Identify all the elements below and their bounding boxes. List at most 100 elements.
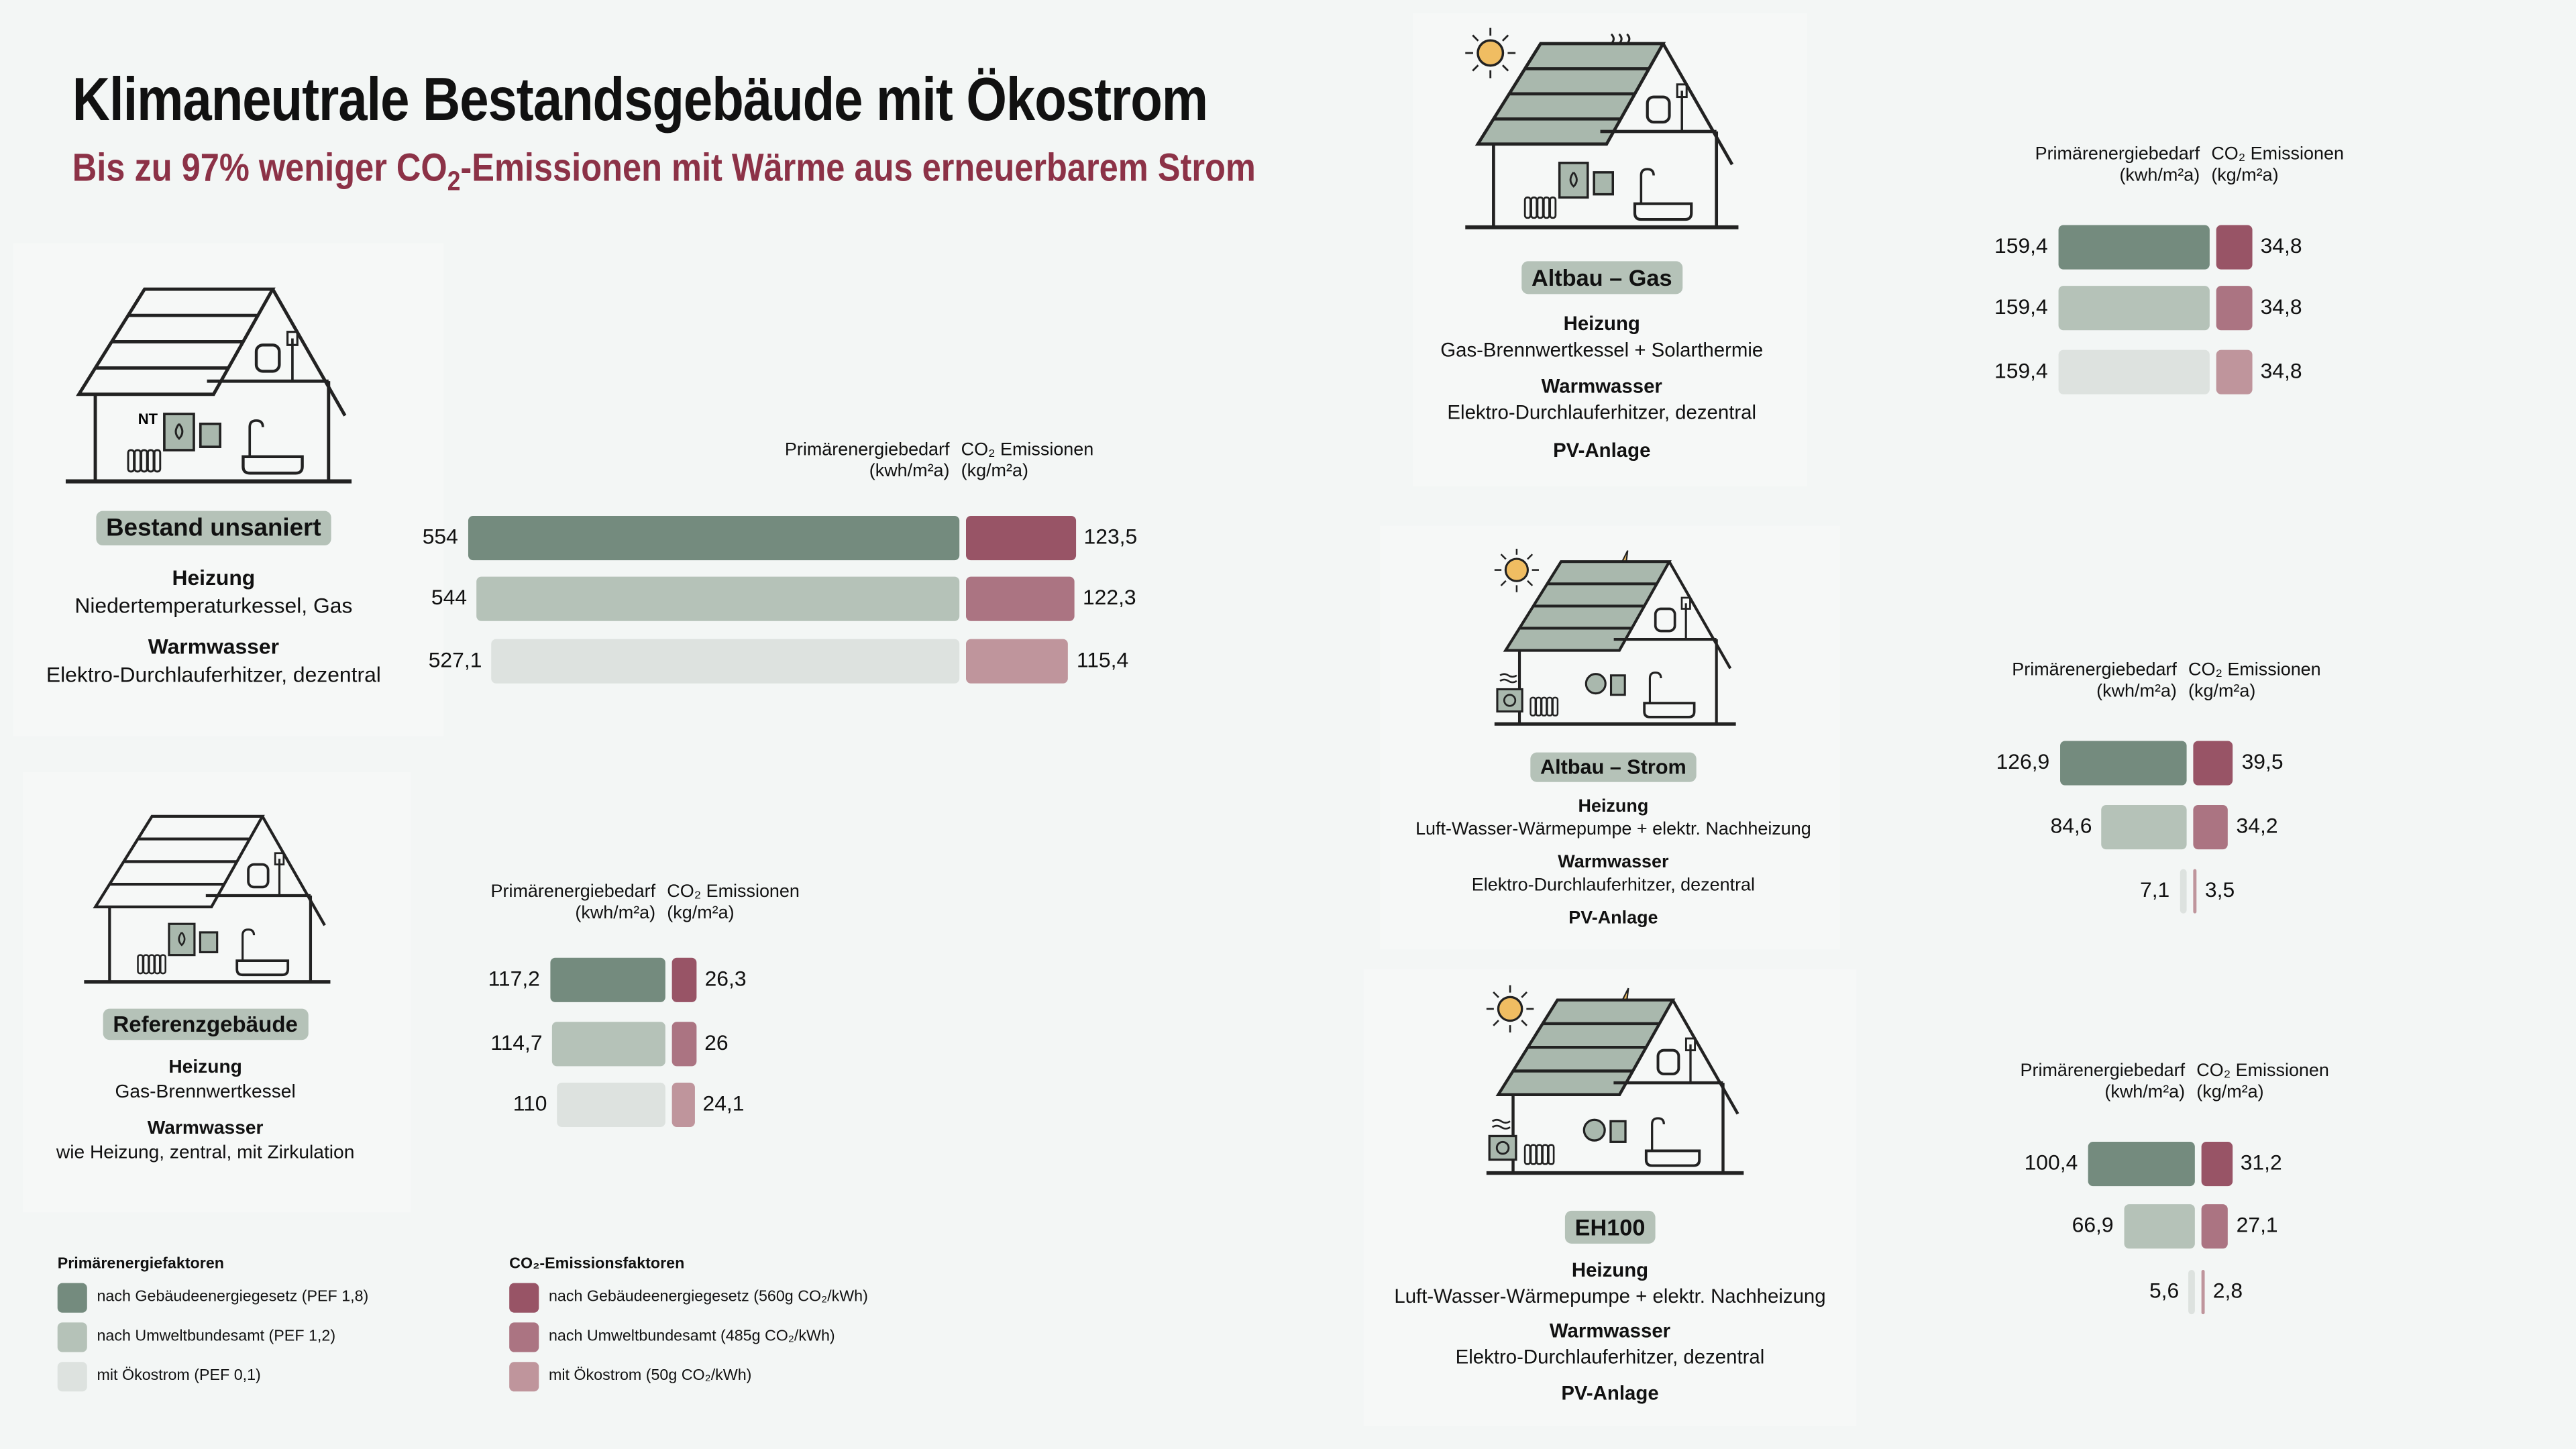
energy-value-label: 159,4 (1994, 233, 2048, 258)
armchair-icon (254, 331, 299, 382)
energy-column-header: Primärenergiebedarf (kwh/m²a) (451, 882, 656, 925)
energy-header-unit: (kwh/m²a) (2104, 1082, 2186, 1103)
building-label-badge: Referenzgebäude (103, 1008, 308, 1040)
co2-column-header: CO₂ Emissionen (kg/m²a) (2196, 1061, 2329, 1104)
co2-value-label: 115,4 (1076, 647, 1129, 672)
energy-bar (2059, 740, 2187, 785)
heating-title: Heizung (1578, 796, 1649, 817)
legend-item-label: mit Ökostrom (50g CO₂/kWh) (548, 1366, 752, 1385)
pv-label: PV-Anlage (1561, 1381, 1659, 1405)
heating-value: Luft-Wasser-Wärmepumpe + elektr. Nachhei… (1415, 820, 1811, 840)
energy-header-line1: Primärenergiebedarf (2012, 660, 2177, 680)
co2-bar (966, 638, 1069, 683)
pv-label: PV-Anlage (1553, 438, 1651, 462)
sun-icon (1465, 28, 1516, 78)
bathtub-shower-icon (1644, 1117, 1701, 1167)
boiler-icon (1558, 162, 1615, 199)
co2-value-label: 34,2 (2236, 813, 2278, 838)
energy-header-line1: Primärenergiebedarf (490, 882, 656, 902)
electric-meter-icon (1582, 1118, 1627, 1143)
energy-header-unit: (kwh/m²a) (2096, 682, 2177, 702)
energy-bar (2179, 868, 2187, 913)
warmwater-value: Elektro-Durchlauferhitzer, dezentral (1447, 400, 1757, 424)
co2-header-unit: (kg/m²a) (2188, 682, 2256, 702)
heating-value: Gas-Brennwertkessel (115, 1082, 296, 1103)
subtitle-subscript: 2 (447, 165, 461, 197)
radiator-icon (1523, 196, 1557, 219)
energy-legend-title: Primärenergiefaktoren (57, 1255, 224, 1273)
radiator-icon (1529, 696, 1559, 717)
energy-header-line1: Primärenergiebedarf (2020, 1061, 2186, 1081)
roof-panels (1495, 998, 1676, 1096)
legend-swatch (57, 1283, 87, 1313)
co2-bar (672, 957, 697, 1002)
co2-value-label: 122,3 (1082, 584, 1136, 610)
warmwater-value: wie Heizung, zentral, mit Zirkulation (56, 1143, 355, 1163)
energy-value-label: 114,7 (490, 1030, 543, 1055)
energy-header-line1: Primärenergiebedarf (784, 440, 950, 460)
energy-bar (476, 576, 960, 621)
legend-swatch (509, 1362, 539, 1392)
energy-value-label: 126,9 (1996, 749, 2050, 774)
co2-column-header: CO₂ Emissionen (kg/m²a) (961, 440, 1094, 483)
building-label-badge: Altbau – Gas (1521, 261, 1682, 294)
page-subtitle: Bis zu 97% weniger CO2-Emissionen mit Wä… (72, 146, 1256, 199)
house-icon (1494, 547, 1736, 726)
roof-panels (76, 287, 276, 396)
energy-bar (2057, 284, 2210, 330)
heating-value: Gas-Brennwertkessel + Solarthermie (1440, 338, 1764, 362)
energy-header-unit: (kwh/m²a) (869, 462, 950, 482)
energy-bar (2188, 1269, 2195, 1313)
heating-title: Heizung (1563, 312, 1640, 335)
co2-bar (2216, 224, 2253, 269)
energy-value-label: 527,1 (428, 647, 482, 672)
co2-header-unit: (kg/m²a) (2211, 166, 2279, 186)
roof-panels (1474, 42, 1666, 146)
house-icon (1486, 985, 1744, 1175)
radiator-icon (127, 449, 162, 473)
energy-bar (557, 1081, 665, 1126)
energy-column-header: Primärenergiebedarf (kwh/m²a) (1981, 1061, 2186, 1104)
energy-bar (2057, 224, 2210, 269)
co2-bar (2193, 740, 2234, 785)
energy-value-label: 117,2 (488, 966, 540, 991)
energy-value-label: 159,4 (1994, 358, 2048, 383)
co2-value-label: 123,5 (1083, 524, 1138, 549)
legend-swatch (509, 1283, 539, 1313)
page-title: Klimaneutrale Bestandsgebäude mit Ökostr… (72, 65, 1208, 133)
warmwater-title: Warmwasser (1558, 853, 1669, 873)
co2-header-line1: CO₂ Emissionen (2196, 1061, 2329, 1081)
house-icon (84, 814, 331, 984)
co2-value-label: 39,5 (2241, 749, 2284, 774)
heating-title: Heizung (168, 1058, 242, 1078)
co2-value-label: 3,5 (2204, 877, 2235, 902)
warmwater-title: Warmwasser (148, 634, 280, 659)
armchair-icon (1646, 83, 1688, 132)
co2-value-label: 27,1 (2236, 1212, 2278, 1238)
co2-value-label: 2,8 (2212, 1278, 2243, 1303)
roof-panels (1503, 560, 1672, 652)
energy-value-label: 554 (422, 524, 458, 549)
co2-header-unit: (kg/m²a) (961, 462, 1028, 482)
legend-item-label: mit Ökostrom (PEF 0,1) (97, 1366, 261, 1385)
co2-bar (2193, 868, 2197, 913)
energy-bar (468, 515, 960, 559)
house-heatpump-pv-icon (1492, 547, 1741, 733)
roof-panels (93, 814, 265, 909)
armchair-icon (1656, 1037, 1697, 1083)
sun-icon (1494, 547, 1539, 592)
heating-title: Heizung (1571, 1258, 1649, 1282)
legend-item-label: nach Umweltbundesamt (PEF 1,2) (97, 1327, 336, 1346)
co2-bar (966, 515, 1076, 559)
legend-item-label: nach Umweltbundesamt (485g CO₂/kWh) (548, 1327, 835, 1346)
energy-value-label: 5,6 (2149, 1278, 2180, 1303)
energy-bar (549, 957, 665, 1002)
energy-bar (492, 638, 960, 683)
co2-bar (2193, 804, 2229, 849)
pv-label: PV-Anlage (1568, 908, 1658, 928)
panel-background (13, 243, 444, 737)
warmwater-value: Elektro-Durchlauferhitzer, dezentral (1455, 1345, 1765, 1369)
subtitle-part: Bis zu 97% weniger CO (72, 146, 447, 191)
energy-bar (2088, 1140, 2195, 1185)
energy-column-header: Primärenergiebedarf (kwh/m²a) (1996, 145, 2200, 188)
